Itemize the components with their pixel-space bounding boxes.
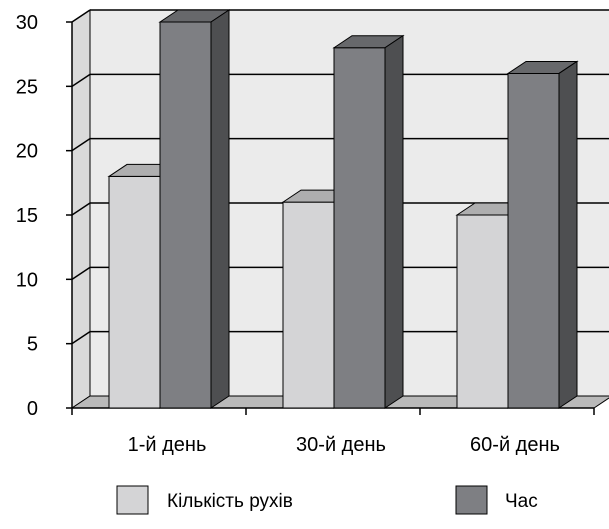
gridline-side (71, 202, 91, 216)
legend-swatch-chas (455, 485, 488, 515)
bars (107, 9, 579, 409)
bar-side (210, 9, 230, 409)
gridline-side (71, 73, 91, 87)
bar-front (108, 175, 161, 409)
bar-front (282, 201, 335, 409)
bar-side (558, 60, 578, 409)
bar (506, 60, 579, 409)
legend: Кількість рухів Час (116, 485, 538, 515)
gridline-side (71, 138, 91, 152)
x-category-label: 60-й день (470, 434, 560, 456)
bar-front (456, 214, 509, 409)
y-tick-label: 10 (16, 269, 38, 291)
x-category-label: 30-й день (296, 434, 386, 456)
legend-label-kilkist-rukhiv: Кількість рухів (167, 491, 293, 512)
y-tick-label: 5 (27, 334, 38, 356)
gridline-side (71, 266, 91, 280)
gridline-side (71, 9, 91, 23)
bar-front (333, 47, 386, 409)
bar-side (384, 34, 404, 409)
y-tick-label: 25 (16, 76, 38, 98)
bar (158, 9, 231, 409)
gridline-side (71, 331, 91, 345)
y-tick-label: 15 (16, 205, 38, 227)
x-axis: 1-й день 30-й день 60-й день (71, 407, 595, 456)
y-tick-label: 30 (16, 12, 38, 34)
y-tick-label: 0 (27, 398, 38, 420)
legend-label-chas: Час (505, 491, 538, 512)
y-tick-label: 20 (16, 141, 38, 163)
y-axis: 0 5 10 15 20 25 30 (16, 10, 91, 420)
x-category-label: 1-й день (128, 434, 207, 456)
bar-front (507, 72, 560, 409)
bar-front (159, 21, 212, 409)
bar (332, 34, 405, 409)
legend-swatch-kilkist-rukhiv (116, 485, 149, 515)
